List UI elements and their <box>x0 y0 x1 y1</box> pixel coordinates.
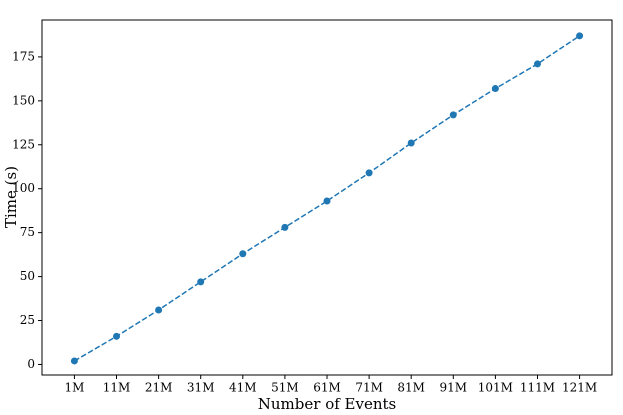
x-tick-label: 111M <box>520 381 555 395</box>
y-axis-label: Time (s) <box>2 166 20 228</box>
x-tick-label: 31M <box>187 381 215 395</box>
y-tick-label: 175 <box>12 49 35 63</box>
data-point <box>449 111 457 119</box>
plot-frame <box>41 19 613 376</box>
y-tick-label: 100 <box>12 181 35 195</box>
data-point <box>407 139 415 147</box>
y-tick-label: 150 <box>12 93 35 107</box>
x-tick-label: 41M <box>229 381 257 395</box>
data-point <box>197 278 205 286</box>
x-tick-label: 1M <box>64 381 84 395</box>
x-tick-label: 71M <box>355 381 383 395</box>
x-tick-label: 91M <box>440 381 468 395</box>
data-point <box>155 306 163 314</box>
x-tick-label: 21M <box>145 381 173 395</box>
x-tick-label: 61M <box>313 381 341 395</box>
y-tick-label: 125 <box>12 137 35 151</box>
y-tick-label: 25 <box>20 313 35 327</box>
data-point <box>365 169 373 177</box>
data-point <box>533 60 541 68</box>
data-point <box>239 250 247 258</box>
x-tick-label: 81M <box>397 381 425 395</box>
x-tick-label: 121M <box>562 381 597 395</box>
data-point <box>576 32 584 40</box>
data-point <box>70 357 78 365</box>
data-point <box>491 85 499 93</box>
data-point <box>113 332 121 340</box>
data-point <box>323 197 331 205</box>
x-tick-label: 101M <box>478 381 513 395</box>
y-tick-label: 0 <box>27 357 35 371</box>
y-tick-label: 50 <box>20 269 35 283</box>
x-tick-label: 11M <box>103 381 131 395</box>
y-tick-label: 75 <box>20 225 35 239</box>
x-tick-label: 51M <box>271 381 299 395</box>
x-axis-label: Number of Events <box>258 395 396 413</box>
data-point <box>281 223 289 231</box>
